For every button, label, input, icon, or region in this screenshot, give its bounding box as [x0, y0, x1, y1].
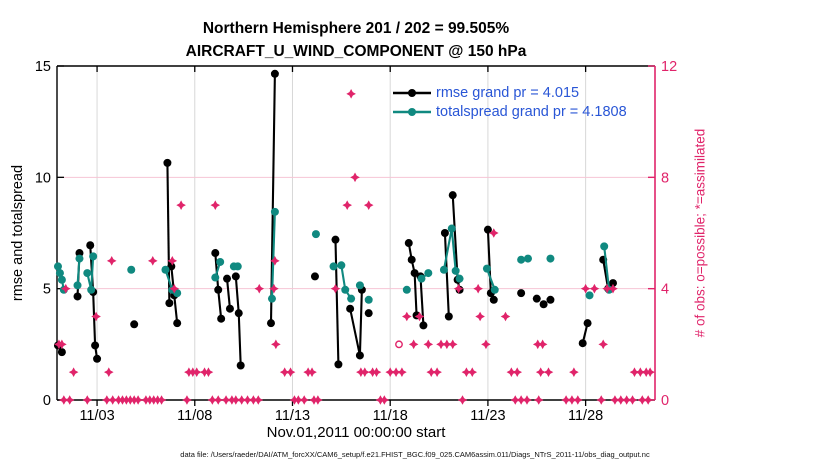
data-file-caption: data file: /Users/raeder/DAI/ATM_forcXX/… [180, 450, 650, 459]
left-y-tick-label: 5 [43, 282, 51, 298]
totalspread-series [53, 207, 614, 304]
obs-assimilated-markers [54, 89, 655, 405]
right-y-tick-label: 12 [661, 59, 677, 75]
legend-item-totalspread: totalspread grand pr = 4.1808 [393, 103, 627, 120]
right-y-tick-label: 8 [661, 170, 669, 186]
right-axis-label: # of obs: o=possible; *=assimilated [692, 128, 708, 338]
x-tick-label: 11/28 [568, 408, 603, 424]
x-tick-label: 11/23 [470, 408, 505, 424]
x-axis-label: Nov.01,2011 00:00:00 start [266, 424, 446, 441]
x-tick-label: 11/13 [275, 408, 310, 424]
legend-label-totalspread: totalspread grand pr = 4.1808 [436, 103, 627, 120]
totalspread-line-sample-icon [393, 107, 431, 116]
left-y-tick-label: 0 [43, 393, 51, 409]
legend: rmse grand pr = 4.015 totalspread grand … [393, 84, 627, 120]
left-y-tick-label: 15 [35, 59, 51, 75]
right-y-tick-label: 0 [661, 393, 669, 409]
plot-title: Northern Hemisphere 201 / 202 = 99.505% [202, 20, 510, 37]
obs-possible-markers [395, 340, 403, 349]
x-tick-label: 11/03 [79, 408, 114, 424]
plot-subtitle: AIRCRAFT_U_WIND_COMPONENT @ 150 hPa [185, 43, 527, 60]
right-y-tick-label: 4 [661, 282, 669, 298]
left-y-tick-label: 10 [35, 170, 51, 186]
legend-label-rmse: rmse grand pr = 4.015 [436, 84, 580, 101]
rmse-line-sample-icon [393, 88, 431, 97]
x-tick-label: 11/18 [373, 408, 408, 424]
left-axis-label: rmse and totalspread [10, 164, 26, 302]
legend-item-rmse: rmse grand pr = 4.015 [393, 84, 627, 101]
x-tick-label: 11/08 [177, 408, 212, 424]
